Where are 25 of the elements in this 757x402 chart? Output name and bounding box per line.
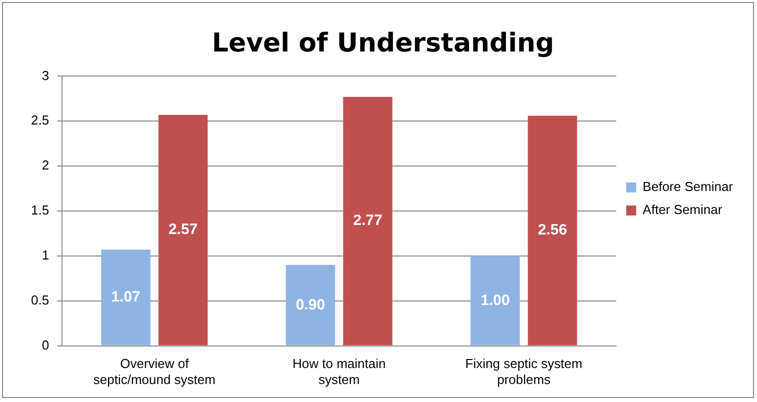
- bar: [470, 256, 520, 346]
- bar: [528, 116, 578, 346]
- bar: [286, 264, 336, 346]
- y-tick-label: 3: [42, 68, 50, 83]
- bar: [101, 250, 150, 346]
- y-tick-label: 0.5: [30, 292, 50, 308]
- chart-title: Level of Understanding: [212, 28, 554, 58]
- data-label: 2.57: [168, 221, 198, 238]
- y-tick-label: 1: [42, 248, 50, 263]
- y-tick-label: 2.5: [30, 112, 50, 128]
- bar: [343, 96, 392, 346]
- data-label: 0.90: [296, 296, 326, 314]
- y-tick-label: 1.5: [30, 202, 50, 218]
- x-tick-label: Fixing septic system problems: [465, 356, 582, 387]
- bar: [158, 114, 208, 346]
- data-label: 1.07: [111, 288, 140, 306]
- data-label: 2.77: [353, 212, 382, 230]
- y-tick-label: 0: [42, 337, 50, 352]
- legend-label: After Seminar: [642, 202, 723, 218]
- legend-label: Before Seminar: [642, 179, 734, 194]
- y-tick-label: 2: [42, 158, 50, 173]
- x-tick-label: Overview of septic/mound system: [93, 356, 216, 387]
- data-label: 2.56: [538, 222, 568, 239]
- x-tick-label: How to maintain system: [292, 356, 386, 387]
- data-label: 1.00: [480, 292, 510, 309]
